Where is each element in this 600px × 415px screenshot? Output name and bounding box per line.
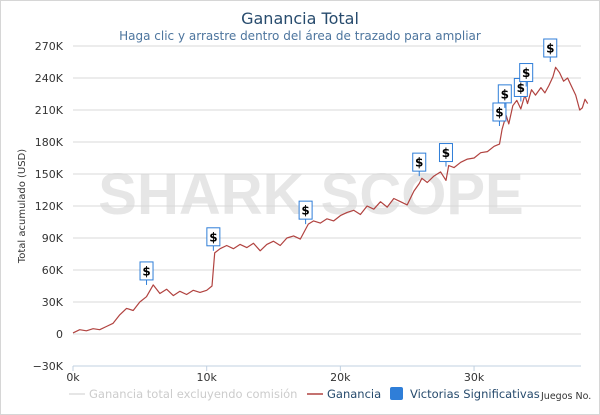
victory-flag-box [543, 38, 558, 58]
victory-flag-label: $ [495, 106, 503, 120]
victory-flag-label: $ [301, 204, 309, 218]
y-tick-label: 60K [42, 264, 64, 277]
victory-flag: $ [497, 84, 512, 108]
x-tick-label: 30k [464, 371, 485, 384]
y-tick-label: −30K [33, 360, 64, 373]
victory-flag: $ [298, 200, 313, 225]
legend-label-sin-comision: Ganancia total excluyendo comisión [89, 387, 297, 401]
y-tick-label: 180K [35, 136, 64, 149]
victory-flag-box [438, 143, 453, 163]
legend-item-sin-comision[interactable]: Ganancia total excluyendo comisión [69, 387, 297, 401]
x-axis-label: Juegos No. [540, 391, 591, 402]
x-tick-label: 0k [66, 371, 80, 384]
y-tick-label: 0 [56, 328, 63, 341]
victory-flag: $ [139, 261, 154, 285]
victory-flag-box [519, 63, 534, 83]
legend-item-victorias[interactable]: Victorias Significativas [390, 387, 540, 401]
y-tick-label: 150K [35, 168, 64, 181]
victory-flag-label: $ [142, 264, 150, 278]
victory-flag-label: $ [546, 42, 554, 56]
chart-title: Ganancia Total [241, 9, 359, 28]
victory-flag-label: $ [415, 156, 423, 170]
victory-flag: $ [412, 152, 427, 177]
chart-subtitle: Haga clic y arrastre dentro del área de … [119, 29, 481, 43]
victory-flag-box [412, 152, 427, 172]
victory-flag-box [206, 227, 221, 247]
victory-flag-box [139, 261, 154, 281]
y-axis-label: Total acumulado (USD) [17, 149, 28, 264]
legend-label-ganancia: Ganancia [327, 387, 381, 401]
victory-flag-label: $ [517, 81, 525, 95]
victory-flag-label: $ [442, 146, 450, 160]
victory-flag: $ [206, 227, 221, 251]
victory-flag-label: $ [522, 66, 530, 80]
y-tick-label: 90K [42, 232, 64, 245]
legend-label-victorias: Victorias Significativas [410, 387, 540, 401]
victory-flag-box [298, 200, 313, 220]
legend-item-ganancia[interactable]: Ganancia [307, 387, 381, 401]
y-tick-label: 210K [35, 104, 64, 117]
victory-flag-box [497, 84, 512, 104]
x-tick-label: 20k [330, 371, 351, 384]
victory-flag: $ [519, 63, 534, 87]
victory-flag: $ [543, 38, 558, 62]
grid-lines [73, 45, 581, 367]
y-tick-label: 240K [35, 72, 64, 85]
legend: Ganancia total excluyendo comisión Ganan… [69, 387, 540, 401]
victory-flag: $ [438, 143, 453, 167]
y-tick-label: 30K [42, 296, 64, 309]
victory-flag: $ [492, 102, 507, 126]
y-axis-ticks: −30K 0 30K 60K 90K 120K 150K 180K 210K 240K 270K [33, 40, 64, 373]
y-tick-label: 270K [35, 40, 64, 53]
x-axis-ticks: 0k 10k 20k 30k [66, 365, 581, 384]
ganancia-line [72, 66, 589, 334]
victory-flags: $$$$$$$ $$$ [139, 38, 558, 285]
series-group [72, 66, 589, 334]
victory-flag-label: $ [501, 87, 509, 101]
x-tick-label: 10k [196, 371, 217, 384]
y-tick-label: 120K [35, 200, 64, 213]
victory-flag-label: $ [209, 230, 217, 244]
